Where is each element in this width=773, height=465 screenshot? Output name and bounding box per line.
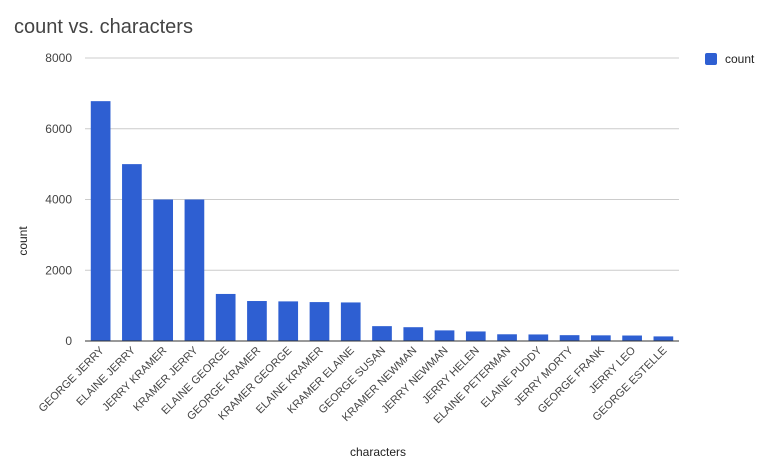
bar xyxy=(653,336,674,341)
bar xyxy=(590,335,611,341)
bar xyxy=(559,335,580,341)
y-tick-label: 4000 xyxy=(45,193,72,207)
y-tick-label: 0 xyxy=(65,334,72,348)
bar xyxy=(90,101,111,341)
gridlines xyxy=(85,57,679,271)
bar xyxy=(340,302,361,341)
bar xyxy=(184,199,205,341)
bar xyxy=(622,335,642,341)
x-axis-title: characters xyxy=(350,445,406,459)
y-tick-label: 6000 xyxy=(45,122,72,136)
bar xyxy=(309,302,330,341)
y-tick-label: 8000 xyxy=(45,51,72,65)
legend-swatch xyxy=(705,53,717,65)
y-axis-title: count xyxy=(16,226,30,256)
bar xyxy=(122,164,142,341)
bar xyxy=(247,301,267,341)
bar xyxy=(215,293,236,341)
y-tick-label: 2000 xyxy=(45,263,72,277)
legend: count xyxy=(705,52,755,66)
y-axis-ticks: 0 2000 4000 6000 8000 xyxy=(45,51,72,348)
bar xyxy=(372,326,392,341)
chart-title: count vs. characters xyxy=(14,16,193,38)
bar xyxy=(497,334,517,341)
bar xyxy=(434,330,455,341)
bar xyxy=(278,301,299,341)
bar xyxy=(403,327,424,341)
legend-label: count xyxy=(725,52,755,66)
bar xyxy=(465,331,486,341)
bar xyxy=(528,334,549,341)
bars xyxy=(90,101,674,341)
bar xyxy=(153,199,174,341)
